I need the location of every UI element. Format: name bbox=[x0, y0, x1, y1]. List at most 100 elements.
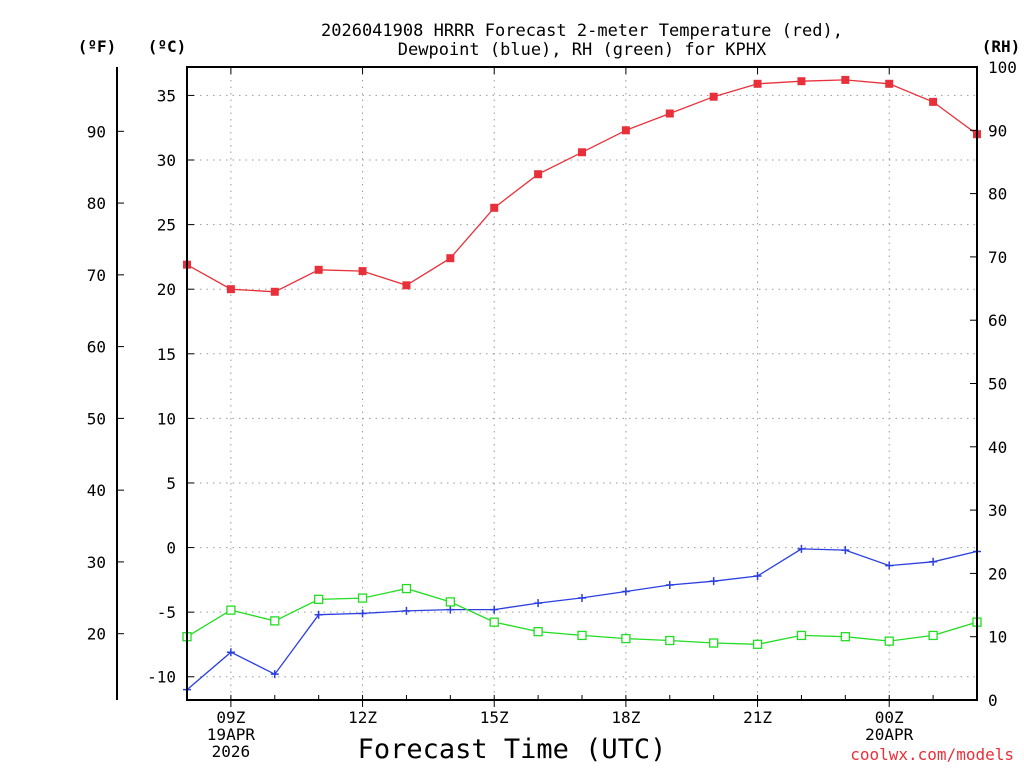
fahrenheit-tick-label: 70 bbox=[87, 266, 106, 285]
celsius-tick-label: 15 bbox=[157, 345, 176, 364]
temperature-point bbox=[753, 79, 762, 88]
fahrenheit-tick-label: 80 bbox=[87, 194, 106, 213]
credit-link[interactable]: coolwx.com/models bbox=[850, 745, 1014, 764]
dewpoint-point bbox=[578, 593, 586, 602]
celsius-unit-label: (ºC) bbox=[148, 37, 187, 56]
dewpoint-point bbox=[885, 561, 894, 570]
temperature-point bbox=[270, 287, 279, 296]
rh-point bbox=[752, 639, 763, 649]
fahrenheit-tick-label: 90 bbox=[87, 122, 106, 141]
chart-title-line-2: Dewpoint (blue), RH (green) for KPHX bbox=[398, 40, 767, 60]
temperature-point bbox=[929, 97, 938, 106]
celsius-tick-label: -10 bbox=[147, 668, 176, 687]
celsius-tick-label: 25 bbox=[157, 216, 176, 235]
dewpoint-point bbox=[621, 587, 630, 596]
x-tick-label: 20APR bbox=[865, 725, 914, 744]
temperature-point bbox=[534, 170, 543, 179]
temperature-point bbox=[314, 265, 323, 274]
temperature-point bbox=[709, 92, 718, 101]
rh-point bbox=[226, 605, 236, 615]
rh-point bbox=[401, 583, 412, 594]
fahrenheit-tick-label: 50 bbox=[87, 409, 106, 428]
dewpoint-point bbox=[665, 581, 674, 590]
rh-tick-label: 70 bbox=[988, 248, 1007, 267]
dewpoint-point bbox=[797, 544, 806, 553]
dewpoint-point bbox=[841, 546, 850, 555]
dewpoint-point bbox=[534, 599, 543, 608]
x-tick-label: 00Z bbox=[875, 708, 904, 727]
series-dewpoint bbox=[183, 544, 981, 694]
fahrenheit-tick-label: 60 bbox=[87, 338, 106, 357]
rh-tick-label: 100 bbox=[988, 58, 1017, 77]
temperature-point bbox=[358, 267, 367, 276]
temperature-line bbox=[186, 79, 978, 293]
fahrenheit-unit-label: (ºF) bbox=[78, 37, 117, 56]
rh-point bbox=[577, 630, 587, 641]
rh-point bbox=[270, 616, 280, 626]
rh-tick-label: 40 bbox=[988, 438, 1007, 457]
dewpoint-point bbox=[402, 606, 411, 615]
x-tick-label: 18Z bbox=[611, 708, 640, 727]
temperature-point bbox=[841, 75, 850, 84]
rh-tick-label: 0 bbox=[988, 691, 998, 710]
celsius-tick-label: 10 bbox=[157, 409, 176, 428]
rh-point bbox=[489, 617, 499, 627]
dewpoint-point bbox=[490, 605, 499, 614]
temperature-point bbox=[621, 126, 630, 135]
rh-point bbox=[709, 638, 719, 648]
rh-tick-label: 10 bbox=[988, 628, 1007, 647]
celsius-tick-label: 30 bbox=[157, 151, 176, 170]
temperature-point bbox=[226, 285, 235, 294]
rh-point bbox=[665, 635, 675, 646]
rh-tick-label: 30 bbox=[988, 501, 1007, 520]
celsius-tick-label: 0 bbox=[166, 539, 176, 558]
temperature-point bbox=[402, 281, 411, 290]
rh-point bbox=[445, 597, 455, 607]
rh-point bbox=[314, 594, 324, 605]
series-temperature bbox=[183, 75, 981, 296]
celsius-tick-label: 20 bbox=[157, 280, 176, 299]
rh-point bbox=[621, 633, 631, 644]
temperature-point bbox=[446, 254, 455, 263]
dewpoint-point bbox=[446, 605, 455, 614]
rh-point bbox=[796, 630, 807, 641]
dewpoint-point bbox=[358, 609, 367, 618]
dewpoint-point bbox=[929, 557, 938, 566]
dewpoint-point bbox=[709, 577, 718, 586]
dewpoint-point bbox=[314, 610, 323, 619]
plot-frame bbox=[186, 66, 978, 701]
x-tick-label: 21Z bbox=[743, 708, 772, 727]
x-tick-label: 12Z bbox=[348, 708, 377, 727]
x-tick-label: 15Z bbox=[480, 708, 509, 727]
temperature-point bbox=[578, 148, 586, 157]
rh-tick-label: 50 bbox=[988, 375, 1007, 394]
fahrenheit-tick-label: 40 bbox=[87, 481, 106, 500]
rh-point bbox=[884, 636, 894, 646]
chart-series bbox=[182, 75, 982, 694]
rh-tick-label: 60 bbox=[988, 311, 1007, 330]
temperature-point bbox=[885, 79, 894, 88]
chart-title-line-1: 2026041908 HRRR Forecast 2-meter Tempera… bbox=[321, 21, 843, 41]
dewpoint-point bbox=[226, 648, 235, 657]
celsius-tick-label: 35 bbox=[157, 86, 176, 105]
rh-tick-label: 90 bbox=[988, 121, 1007, 140]
fahrenheit-tick-label: 30 bbox=[87, 553, 106, 572]
x-axis-title: Forecast Time (UTC) bbox=[358, 734, 667, 765]
x-tick-label: 09Z bbox=[216, 708, 245, 727]
chart-axes: 35302520151050-5-10908070605040302010090… bbox=[87, 58, 1017, 761]
x-tick-label: 19APR bbox=[207, 725, 256, 744]
dewpoint-point bbox=[753, 571, 762, 580]
temperature-point bbox=[665, 109, 674, 118]
rh-point bbox=[928, 630, 938, 641]
temperature-point bbox=[490, 203, 499, 212]
chart-gridlines bbox=[187, 67, 977, 700]
celsius-tick-label: -5 bbox=[157, 603, 176, 622]
rh-point bbox=[357, 593, 368, 603]
series-rh bbox=[182, 583, 982, 649]
rh-point bbox=[533, 626, 543, 637]
fahrenheit-tick-label: 20 bbox=[87, 625, 106, 644]
celsius-tick-label: 5 bbox=[166, 474, 176, 493]
rh-unit-label: (RH) bbox=[982, 37, 1021, 56]
dewpoint-line bbox=[186, 548, 978, 691]
